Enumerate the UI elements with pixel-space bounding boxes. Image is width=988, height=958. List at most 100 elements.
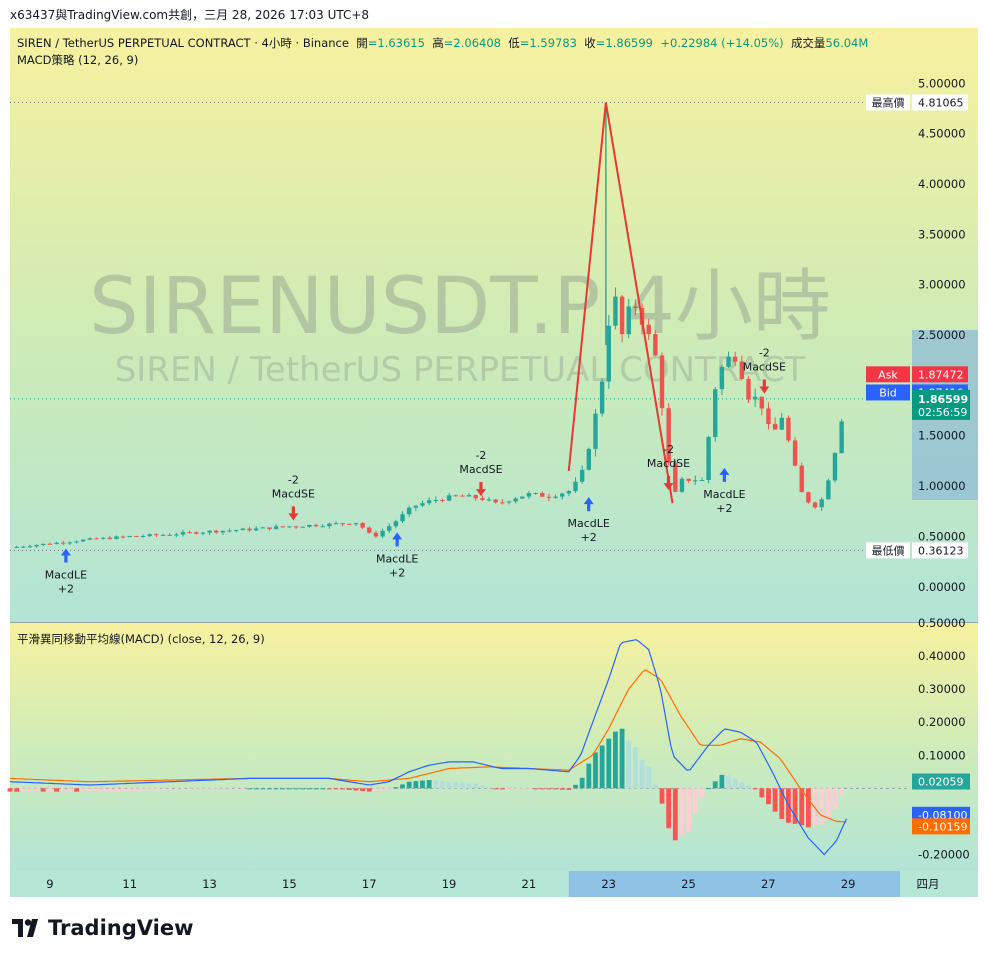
symbol-name: SIREN / TetherUS PERPETUAL CONTRACT · 4小… (17, 36, 349, 50)
candle-body (307, 524, 312, 527)
candle-body (553, 496, 558, 498)
histogram-bar (7, 788, 13, 792)
histogram-bar (167, 788, 173, 790)
histogram-bar (466, 782, 472, 789)
histogram-bar (100, 788, 106, 792)
histogram-bar (60, 788, 66, 792)
symbol-legend[interactable]: SIREN / TetherUS PERPETUAL CONTRACT · 4小… (17, 35, 868, 51)
open-value: =1.63615 (367, 36, 425, 50)
candle-body (247, 528, 252, 531)
histogram-bar (692, 788, 698, 814)
short-entry-label: MacdSE (743, 360, 786, 373)
candle-body (819, 499, 824, 508)
histogram-bar (613, 731, 618, 789)
histogram-bar (127, 788, 133, 791)
strategy-legend[interactable]: MACD策略 (12, 26, 9) (17, 53, 139, 67)
candle-body (167, 534, 172, 536)
long-entry-arrow (719, 467, 730, 482)
short-entry-arrow (288, 506, 299, 521)
candle-body (719, 366, 725, 390)
candle-body (214, 530, 219, 533)
histogram-bar (553, 788, 558, 790)
candle-body (120, 536, 126, 538)
histogram-bar (506, 788, 512, 790)
histogram-bar (839, 788, 845, 796)
candle-body (160, 534, 166, 536)
time-tick-label: 13 (202, 877, 217, 891)
candle-body (94, 538, 99, 540)
candle-body (300, 526, 305, 528)
histogram-bar (632, 747, 638, 789)
histogram-bar (333, 788, 339, 790)
candle-body (500, 502, 505, 504)
histogram-bar (193, 788, 199, 790)
close-label: 收 (584, 36, 596, 50)
candle-body (779, 417, 784, 430)
short-entry-qty: -2 (475, 449, 486, 462)
histogram-bar (187, 788, 193, 790)
high-price-value-box (912, 94, 968, 111)
candle-body (573, 481, 578, 492)
price-tick-label: 5.00000 (918, 76, 966, 90)
candle-body (673, 462, 678, 492)
candle-body (61, 542, 66, 544)
bar-countdown: 02:56:59 (918, 406, 967, 419)
candle-body (579, 469, 585, 482)
macd-histogram-value: 0.02059 (918, 776, 964, 789)
price-series: MacdLE+2MacdSE-2MacdLE+2MacdSE-2MacdLE+2… (10, 101, 908, 595)
histogram-bar (87, 788, 93, 792)
macd-line (9, 639, 848, 856)
axes: 5.00000 4.50000 4.00000 3.50000 3.00000 2.500… (46, 76, 978, 897)
candle-body (446, 495, 452, 501)
candle-body (679, 478, 685, 492)
histogram-bar (825, 788, 831, 821)
candle-body (440, 499, 445, 501)
candle-body (513, 498, 518, 502)
histogram-bar (173, 788, 179, 790)
short-entry-qty: -2 (288, 473, 299, 486)
candle-body (41, 543, 46, 546)
time-tick-label: 17 (362, 877, 377, 891)
high-label: 高 (432, 36, 444, 50)
price-tick-label: 2.50000 (918, 328, 966, 342)
candle-body (327, 523, 332, 527)
histogram-bar (413, 781, 419, 789)
change-value: +0.22984 (+14.05%) (660, 36, 784, 50)
time-tick-label: 21 (522, 877, 537, 891)
candle-body (134, 536, 139, 538)
candle-body (599, 381, 605, 414)
candle-body (80, 539, 86, 542)
candle-body (253, 528, 259, 531)
histogram-bar (406, 781, 412, 789)
candle-body (373, 532, 379, 537)
histogram-bar (120, 788, 126, 791)
high-value: =2.06408 (443, 36, 501, 50)
histogram-bar (247, 788, 252, 790)
short-entry-label: MacdSE (459, 463, 502, 476)
histogram-bar (67, 788, 73, 792)
histogram-bar (559, 788, 565, 790)
long-entry-qty: +2 (716, 502, 732, 515)
candle-body (533, 492, 538, 494)
high-price-value: 4.81065 (918, 96, 964, 109)
histogram-bar (400, 784, 405, 789)
histogram-bar (746, 785, 751, 789)
histogram-bar (353, 788, 359, 791)
time-range-highlight (568, 871, 901, 897)
histogram-bar (253, 788, 259, 790)
candle-body (380, 530, 385, 537)
histogram-bar (732, 778, 738, 789)
last-price-value: 1.86599 (918, 393, 968, 406)
histogram-bar (726, 775, 731, 789)
candle-body (799, 465, 804, 493)
histogram-bar (200, 788, 206, 790)
price-tick-label: 0.50000 (918, 529, 966, 543)
histogram-bar (473, 783, 479, 789)
macd-legend[interactable]: 平滑異同移動平均線(MACD) (close, 12, 26, 9) (17, 632, 265, 646)
histogram-bar (273, 788, 279, 790)
candle-body (480, 498, 485, 500)
histogram-bar (453, 781, 459, 789)
time-tick-label: 9 (46, 877, 53, 891)
short-entry-qty: -2 (759, 346, 770, 359)
